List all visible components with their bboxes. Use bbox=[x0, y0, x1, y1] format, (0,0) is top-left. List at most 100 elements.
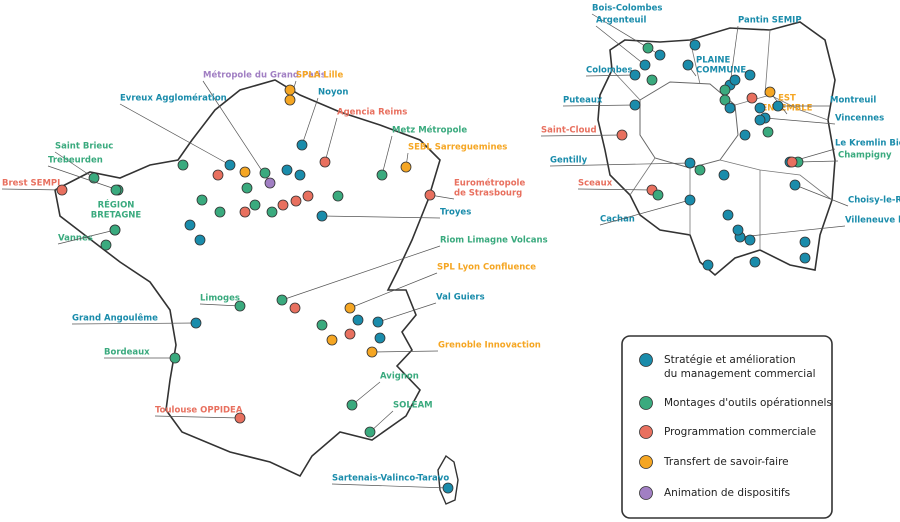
france-outline bbox=[54, 79, 441, 478]
leader-line bbox=[202, 80, 271, 184]
leader-line bbox=[154, 415, 241, 419]
place-label: Trebeurden bbox=[48, 156, 103, 166]
place-label: SOLEAM bbox=[393, 401, 433, 411]
marker bbox=[234, 412, 246, 424]
legend: Stratégie et amélioration du management c… bbox=[621, 335, 833, 519]
place-label: SPL Lyon Confluence bbox=[437, 263, 536, 273]
marker bbox=[376, 169, 388, 181]
legend-swatch bbox=[639, 425, 653, 439]
marker bbox=[400, 161, 412, 173]
legend-label: Stratégie et amélioration bbox=[664, 354, 796, 366]
leader-line bbox=[595, 25, 646, 66]
marker bbox=[799, 252, 811, 264]
leader-line bbox=[764, 117, 836, 125]
marker bbox=[789, 179, 801, 191]
leader-line bbox=[739, 225, 846, 238]
marker bbox=[646, 74, 658, 86]
marker bbox=[786, 156, 798, 168]
marker bbox=[294, 169, 306, 181]
leader-line bbox=[377, 302, 437, 323]
place-label: Avignon bbox=[380, 372, 419, 382]
marker bbox=[722, 209, 734, 221]
marker bbox=[442, 482, 454, 494]
marker bbox=[177, 159, 189, 171]
marker bbox=[754, 114, 766, 126]
marker bbox=[639, 59, 651, 71]
leader-line bbox=[540, 134, 623, 137]
marker bbox=[364, 426, 376, 438]
marker bbox=[629, 99, 641, 111]
marker bbox=[764, 86, 776, 98]
place-label: Pantin SEMIP bbox=[738, 16, 802, 26]
leader-line bbox=[331, 483, 449, 489]
place-label: Le Kremlin Bicêtre bbox=[835, 138, 900, 149]
marker bbox=[629, 69, 641, 81]
legend-swatch bbox=[639, 353, 653, 367]
place-label: RÉGION bbox=[98, 199, 135, 211]
marker bbox=[799, 236, 811, 248]
place-label: Toulouse OPPIDEA bbox=[155, 406, 243, 416]
marker bbox=[289, 302, 301, 314]
marker bbox=[746, 92, 758, 104]
leader-line bbox=[794, 184, 849, 207]
marker bbox=[652, 189, 664, 201]
legend-label: du management commercial bbox=[664, 368, 816, 380]
place-label: Montreuil bbox=[830, 96, 876, 106]
place-label: Saint Brieuc bbox=[55, 142, 113, 152]
marker bbox=[239, 166, 251, 178]
marker bbox=[302, 190, 314, 202]
marker bbox=[212, 169, 224, 181]
place-label: Argenteuil bbox=[596, 16, 646, 26]
marker bbox=[642, 42, 654, 54]
place-label: Agencia Reims bbox=[337, 108, 407, 118]
place-label: Gentilly bbox=[550, 156, 588, 166]
marker bbox=[682, 59, 694, 71]
place-label: Riom Limagne Volcans bbox=[440, 236, 548, 246]
place-label: Eurométropole bbox=[454, 178, 525, 189]
leader-line bbox=[562, 104, 636, 107]
place-label: Puteaux bbox=[563, 96, 603, 106]
paris-outline bbox=[639, 81, 739, 169]
marker bbox=[234, 300, 246, 312]
marker bbox=[184, 219, 196, 231]
place-label: Noyon bbox=[318, 88, 348, 98]
marker bbox=[266, 206, 278, 218]
marker bbox=[316, 210, 328, 222]
marker bbox=[616, 129, 628, 141]
place-label: Grenoble Innovaction bbox=[438, 341, 541, 351]
place-label: de Strasbourg bbox=[454, 189, 522, 199]
marker bbox=[718, 169, 730, 181]
leader-line bbox=[301, 97, 319, 146]
place-label: COMMUNE bbox=[696, 66, 746, 76]
leader-line bbox=[321, 215, 441, 219]
leader-line bbox=[797, 160, 839, 163]
place-label: Limoges bbox=[200, 294, 240, 304]
place-label: Troyes bbox=[440, 208, 471, 218]
marker bbox=[724, 102, 736, 114]
marker bbox=[224, 159, 236, 171]
marker bbox=[276, 294, 288, 306]
leader-line bbox=[549, 162, 691, 167]
place-label: Colombes bbox=[586, 66, 633, 76]
marker bbox=[702, 259, 714, 271]
legend-box bbox=[621, 335, 833, 519]
marker bbox=[739, 129, 751, 141]
place-label: Sartenais-Valinco-Taravo bbox=[332, 474, 449, 484]
marker bbox=[296, 139, 308, 151]
leader-line bbox=[371, 350, 439, 353]
place-label: Val Guiers bbox=[436, 293, 485, 303]
marker bbox=[214, 206, 226, 218]
marker bbox=[719, 94, 731, 106]
place-label: ENSEMBLE bbox=[761, 104, 812, 114]
marker bbox=[277, 199, 289, 211]
place-label: Métropole du Grand Paris bbox=[203, 70, 326, 81]
marker bbox=[744, 234, 756, 246]
marker bbox=[744, 69, 756, 81]
legend-label: Programmation commerciale bbox=[664, 426, 816, 438]
leader-line bbox=[599, 199, 691, 226]
marker bbox=[366, 346, 378, 358]
leader-line bbox=[351, 381, 381, 406]
place-label: Metz Métropole bbox=[392, 125, 467, 136]
marker bbox=[56, 184, 68, 196]
marker bbox=[346, 399, 358, 411]
